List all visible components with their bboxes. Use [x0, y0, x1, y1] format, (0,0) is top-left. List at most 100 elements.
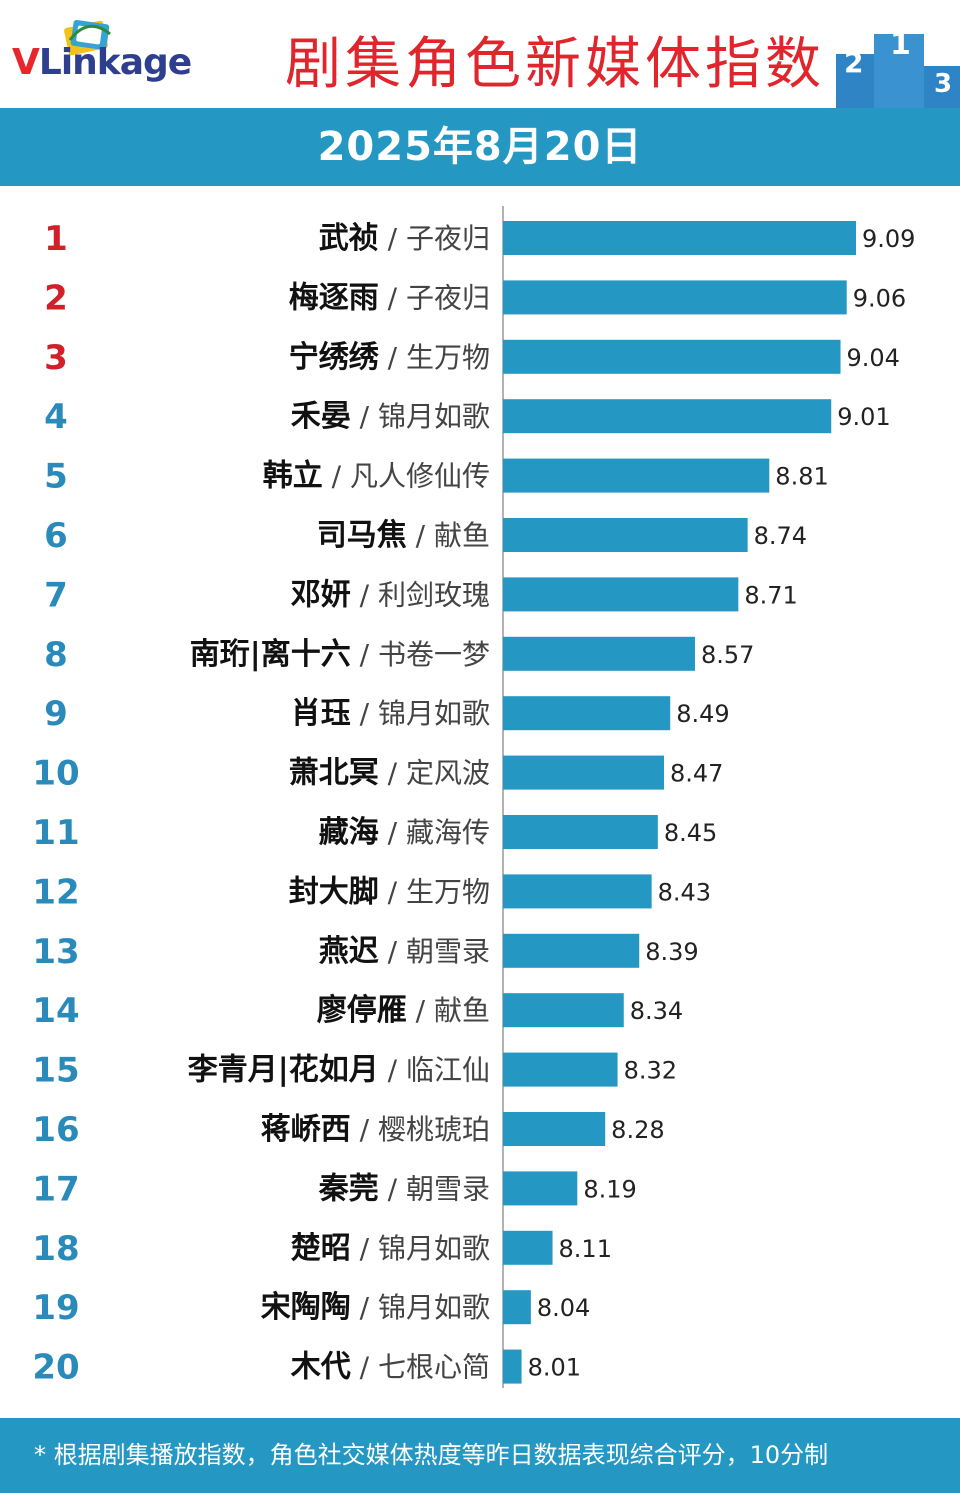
value-label: 8.43	[658, 878, 711, 906]
row-label: 藏海 / 藏海传	[319, 815, 490, 850]
character-name: 楚昭	[291, 1231, 351, 1266]
row-label: 宋陶陶 / 锦月如歌	[261, 1290, 490, 1325]
row-label: 邓妍 / 利剑玫瑰	[291, 577, 490, 612]
label-separator: /	[351, 697, 378, 730]
drama-title: 书卷一梦	[378, 638, 490, 671]
character-name: 藏海	[319, 815, 379, 850]
bar	[503, 458, 770, 493]
character-name: 宋陶陶	[261, 1290, 351, 1325]
label-separator: /	[351, 578, 378, 611]
rank-label: 8	[44, 635, 68, 675]
label-separator: /	[379, 935, 406, 968]
label-separator: /	[351, 1113, 378, 1146]
vlinkage-logo	[64, 20, 111, 56]
value-label: 8.11	[559, 1235, 612, 1263]
rank-label: 19	[32, 1288, 79, 1328]
logo-letter-v: V	[12, 42, 40, 83]
bar	[503, 755, 665, 790]
bar	[503, 1230, 553, 1265]
drama-title: 樱桃琥珀	[378, 1113, 490, 1146]
drama-title: 锦月如歌	[378, 400, 490, 433]
character-name: 邓妍	[291, 577, 351, 612]
row-label: 禾晏 / 锦月如歌	[291, 399, 490, 434]
character-name: 廖停雁	[317, 993, 407, 1028]
bar	[503, 1052, 618, 1087]
ranking-bar-chart: 1 武祯 / 子夜归 9.09 2 梅逐雨 / 子夜归 9.06 3 宁绣绣 / 生万物 9.0…	[32, 206, 915, 1388]
drama-title: 朝雪录	[406, 935, 490, 968]
character-name: 南珩|离十六	[190, 637, 351, 672]
logo-wordmark: VLinkage	[12, 42, 192, 83]
drama-title: 生万物	[406, 875, 490, 908]
podium-icon: 2 1 3	[836, 27, 960, 108]
rank-label: 4	[44, 397, 68, 437]
row-label: 燕迟 / 朝雪录	[319, 934, 490, 969]
rank-label: 7	[44, 575, 68, 615]
bar	[503, 399, 832, 434]
label-separator: /	[379, 757, 406, 790]
rank-label: 11	[32, 813, 79, 853]
character-name: 肖珏	[291, 696, 351, 731]
label-separator: /	[407, 519, 434, 552]
logo-word-linkage: Linkage	[38, 42, 192, 83]
row-label: 武祯 / 子夜归	[319, 221, 490, 256]
drama-title: 藏海传	[406, 816, 490, 849]
row-label: 廖停雁 / 献鱼	[317, 993, 490, 1028]
character-name: 木代	[290, 1350, 351, 1385]
logo-emblem-icon	[64, 20, 111, 56]
label-separator: /	[379, 1172, 406, 1205]
podium-label-2: 2	[844, 46, 863, 79]
bar	[503, 815, 658, 849]
drama-title: 朝雪录	[406, 1172, 490, 1205]
character-name: 司马焦	[317, 518, 407, 553]
drama-title: 利剑玫瑰	[378, 578, 490, 611]
rank-label: 15	[32, 1051, 79, 1091]
value-label: 8.71	[744, 581, 797, 609]
row-label: 李青月|花如月 / 临江仙	[188, 1053, 490, 1088]
row-label: 楚昭 / 锦月如歌	[291, 1231, 490, 1266]
character-name: 萧北冥	[289, 756, 379, 791]
bar	[503, 636, 695, 671]
drama-title: 七根心简	[378, 1351, 490, 1384]
bar	[503, 221, 856, 255]
drama-title: 锦月如歌	[378, 1291, 490, 1324]
row-label: 梅逐雨 / 子夜归	[289, 280, 490, 315]
row-label: 宁绣绣 / 生万物	[289, 340, 490, 375]
value-label: 8.45	[664, 819, 717, 847]
row-label: 韩立 / 凡人修仙传	[263, 459, 490, 494]
value-label: 8.47	[670, 760, 723, 788]
value-label: 8.81	[775, 463, 828, 491]
rank-label: 1	[44, 219, 68, 259]
row-label: 萧北冥 / 定风波	[289, 756, 490, 791]
character-name: 梅逐雨	[289, 280, 379, 315]
label-separator: /	[379, 1054, 406, 1087]
rank-label: 20	[32, 1348, 79, 1388]
drama-title: 锦月如歌	[378, 697, 490, 730]
value-label: 8.39	[645, 938, 698, 966]
label-separator: /	[379, 816, 406, 849]
rank-label: 3	[44, 338, 68, 378]
bar	[503, 518, 748, 552]
value-label: 8.32	[624, 1057, 677, 1085]
row-label: 司马焦 / 献鱼	[317, 518, 490, 553]
rank-label: 12	[32, 872, 79, 912]
label-separator: /	[379, 341, 406, 374]
label-separator: /	[351, 1232, 378, 1265]
row-label: 木代 / 七根心简	[290, 1350, 490, 1385]
bar	[503, 696, 671, 731]
footnote: * 根据剧集播放指数，角色社交媒体热度等昨日数据表现综合评分，10分制	[34, 1441, 829, 1469]
label-separator: /	[407, 994, 434, 1027]
date-band: 2025年8月20日	[0, 108, 960, 186]
drama-title: 临江仙	[406, 1054, 490, 1087]
value-label: 8.01	[528, 1354, 581, 1382]
rank-label: 17	[32, 1169, 79, 1209]
drama-title: 定风波	[406, 757, 490, 790]
footer-band: * 根据剧集播放指数，角色社交媒体热度等昨日数据表现综合评分，10分制	[0, 1418, 960, 1493]
rank-label: 10	[32, 754, 79, 794]
drama-title: 凡人修仙传	[350, 460, 490, 493]
bar	[503, 1349, 522, 1384]
row-label: 封大脚 / 生万物	[289, 874, 490, 909]
bar	[503, 577, 739, 612]
value-label: 9.09	[862, 225, 915, 253]
bar	[503, 339, 841, 374]
value-label: 8.57	[701, 641, 754, 669]
